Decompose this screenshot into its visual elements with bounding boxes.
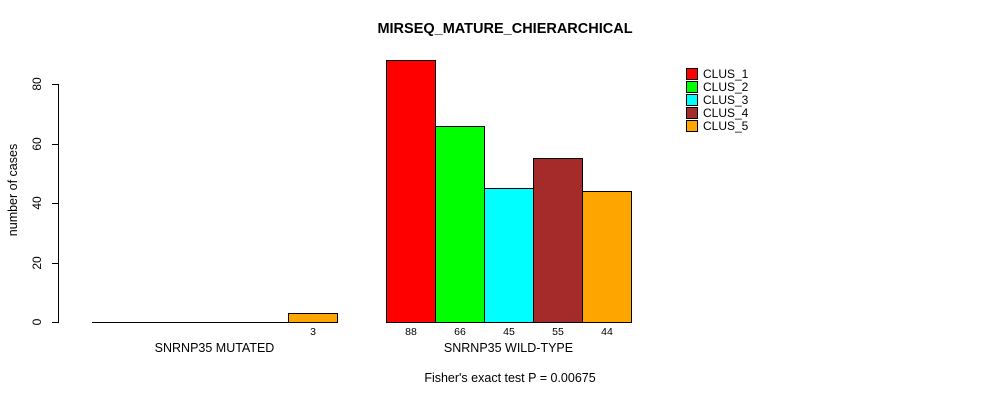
legend-label: CLUS_5 (703, 118, 749, 133)
legend-label: CLUS_2 (703, 79, 749, 94)
bar-clus_2-group2 (435, 126, 485, 323)
y-axis-tick-label: 20 (30, 255, 44, 270)
legend-item-clus_3: CLUS_3 (686, 92, 749, 107)
legend-item-clus_2: CLUS_2 (686, 79, 749, 94)
legend-label: CLUS_4 (703, 105, 749, 120)
y-axis-tick-label: 40 (30, 196, 44, 210)
bar-value-label: 45 (503, 326, 515, 338)
legend-label: CLUS_3 (703, 92, 749, 107)
y-axis-tick (52, 322, 58, 323)
bar-clus_3-group2 (484, 188, 534, 323)
legend-color-swatch-icon (686, 80, 698, 93)
legend-item-clus_5: CLUS_5 (686, 118, 749, 133)
legend-color-swatch-icon (686, 93, 698, 106)
bar-value-label: 66 (454, 326, 466, 338)
y-axis-line (58, 84, 59, 323)
y-axis-tick-label: 60 (30, 136, 44, 151)
bar-clus_5-group1 (288, 313, 338, 323)
legend: CLUS_1 CLUS_2 CLUS_3 CLUS_4 CLUS_5 (686, 66, 749, 133)
bar-clus_5-group2 (582, 191, 632, 323)
legend-color-swatch-icon (686, 119, 698, 132)
group-baseline (92, 322, 338, 323)
y-axis-tick (52, 143, 58, 145)
bar-value-label: 55 (552, 326, 564, 338)
group-label: SNRNP35 MUTATED (154, 341, 275, 355)
legend-label: CLUS_1 (703, 66, 749, 81)
y-axis-tick-label: 80 (30, 77, 44, 91)
legend-item-clus_1: CLUS_1 (686, 66, 749, 81)
fisher-test-caption: Fisher's exact test P = 0.00675 (424, 371, 596, 385)
bar-value-label: 88 (405, 326, 417, 338)
group-label: SNRNP35 WILD-TYPE (443, 341, 574, 355)
chart-title: MIRSEQ_MATURE_CHIERARCHICAL (377, 21, 633, 37)
legend-color-swatch-icon (686, 106, 698, 119)
y-axis-tick-label: 0 (30, 318, 44, 326)
y-axis-tick (52, 262, 58, 264)
y-axis-tick (52, 203, 58, 204)
bar-value-label: 3 (310, 326, 316, 338)
bar-value-label: 44 (601, 326, 613, 338)
legend-item-clus_4: CLUS_4 (686, 105, 749, 120)
y-axis-tick (52, 84, 58, 85)
bar-clus_4-group2 (533, 158, 583, 323)
bar-clus_1-group2 (386, 60, 436, 323)
legend-color-swatch-icon (686, 67, 698, 80)
